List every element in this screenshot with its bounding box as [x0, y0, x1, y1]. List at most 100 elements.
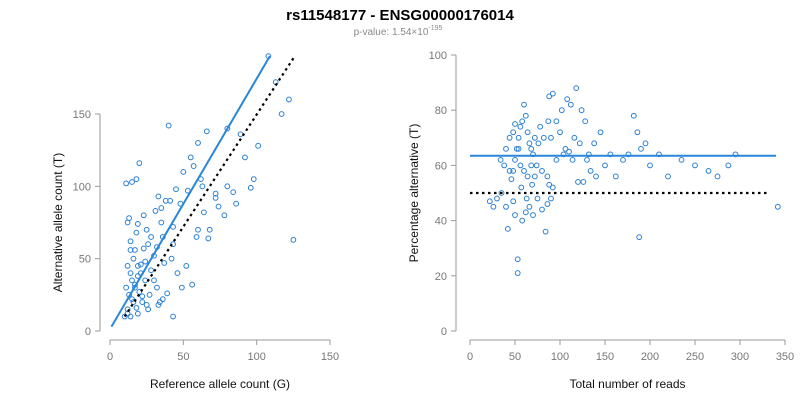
right-data-point [569, 156, 576, 163]
left-data-point [132, 247, 138, 253]
right-data-point [521, 101, 527, 108]
left-data-point [124, 219, 131, 226]
right-data-point [539, 168, 545, 174]
left-x-tick-label: 50 [177, 351, 189, 363]
left-data-point [136, 160, 143, 167]
right-data-point [558, 107, 565, 114]
right-data-point [546, 93, 553, 100]
left-data-point [134, 263, 141, 269]
right-data-point [523, 195, 530, 202]
right-data-point [665, 173, 671, 180]
right-y-tick-label: 100 [429, 50, 447, 62]
left-data-point [180, 168, 187, 175]
left-data-point [139, 293, 146, 300]
left-data-point [152, 208, 159, 214]
left-data-point [162, 197, 169, 204]
right-x-tick-label: 100 [551, 351, 569, 363]
left-data-point [145, 306, 152, 313]
left-data-point [148, 267, 154, 274]
left-data-point [124, 306, 131, 313]
left-data-point [143, 226, 150, 233]
right-data-point [642, 140, 649, 147]
left-data-point [145, 241, 152, 248]
right-data-point [647, 162, 653, 169]
right-data-point [597, 129, 604, 136]
right-data-point [508, 176, 515, 183]
right-data-point [514, 256, 521, 263]
left-x-axis-title: Reference allele count (G) [150, 377, 290, 391]
right-data-point [553, 156, 560, 163]
right-data-point [514, 270, 521, 276]
left-data-point [124, 263, 131, 269]
right-y-tick-label: 40 [435, 216, 447, 228]
right-data-point [567, 101, 574, 108]
left-y-tick-label: 100 [73, 181, 91, 193]
left-data-point [156, 299, 163, 305]
right-scatter-panel: 0 50 100 150 200 250 300 350 0 20 40 60 80 100 Total n… [407, 50, 794, 391]
left-y-axis-title: Alternative allele count (T) [51, 153, 65, 292]
right-data-point [497, 156, 504, 163]
right-data-point [636, 234, 643, 241]
right-data-point [575, 179, 581, 185]
right-data-point [549, 90, 556, 97]
right-data-point [524, 173, 531, 180]
right-data-point [515, 134, 522, 141]
left-data-point [195, 226, 201, 233]
left-data-point [190, 163, 197, 169]
left-data-point [140, 212, 147, 219]
left-data-point [215, 203, 222, 210]
right-data-point [504, 225, 511, 232]
left-data-point [200, 209, 207, 216]
left-data-point [137, 261, 144, 268]
right-data-point [522, 112, 529, 119]
left-data-point [127, 313, 134, 320]
right-data-point [486, 198, 493, 205]
right-data-point [494, 195, 500, 202]
left-data-point [224, 183, 231, 190]
right-data-point [512, 212, 518, 218]
right-data-point [557, 129, 563, 136]
right-x-tick-label: 250 [686, 351, 704, 363]
right-y-tick-label: 0 [441, 326, 447, 338]
left-data-point [165, 122, 172, 129]
right-data-point [580, 179, 587, 185]
right-data-point [774, 203, 781, 210]
right-data-point [714, 173, 721, 180]
left-data-point [134, 310, 141, 317]
left-data-point [203, 128, 210, 135]
right-y-tick-label: 20 [435, 271, 447, 283]
right-data-point [607, 151, 614, 158]
right-data-point [638, 145, 644, 152]
left-data-point [129, 277, 135, 284]
left-y-tick-label: 50 [79, 254, 91, 266]
right-data-point [535, 140, 542, 147]
right-data-point [593, 173, 599, 180]
left-data-point [127, 238, 134, 245]
left-data-point [178, 284, 185, 291]
left-data-point [139, 299, 146, 305]
right-data-point [585, 151, 592, 158]
right-data-point [501, 162, 508, 169]
right-x-tick-label: 50 [509, 351, 521, 363]
right-data-point [517, 123, 524, 130]
right-data-point [725, 162, 732, 169]
right-data-point [602, 162, 608, 169]
right-data-point [678, 156, 685, 163]
right-data-point [521, 168, 527, 174]
left-data-point [224, 125, 231, 132]
left-data-point [250, 176, 257, 183]
right-y-tick-label: 60 [435, 160, 447, 172]
left-data-point [121, 313, 128, 320]
right-data-point [528, 145, 535, 152]
right-data-point [533, 162, 540, 169]
left-y-tick-label: 150 [73, 109, 91, 121]
right-data-point [519, 118, 526, 125]
right-data-point [534, 195, 541, 202]
left-data-point [164, 290, 171, 297]
right-data-point [656, 151, 662, 158]
right-data-point [562, 145, 569, 152]
right-x-tick-label: 200 [641, 351, 659, 363]
right-data-point [634, 129, 641, 136]
left-data-point [242, 154, 248, 161]
